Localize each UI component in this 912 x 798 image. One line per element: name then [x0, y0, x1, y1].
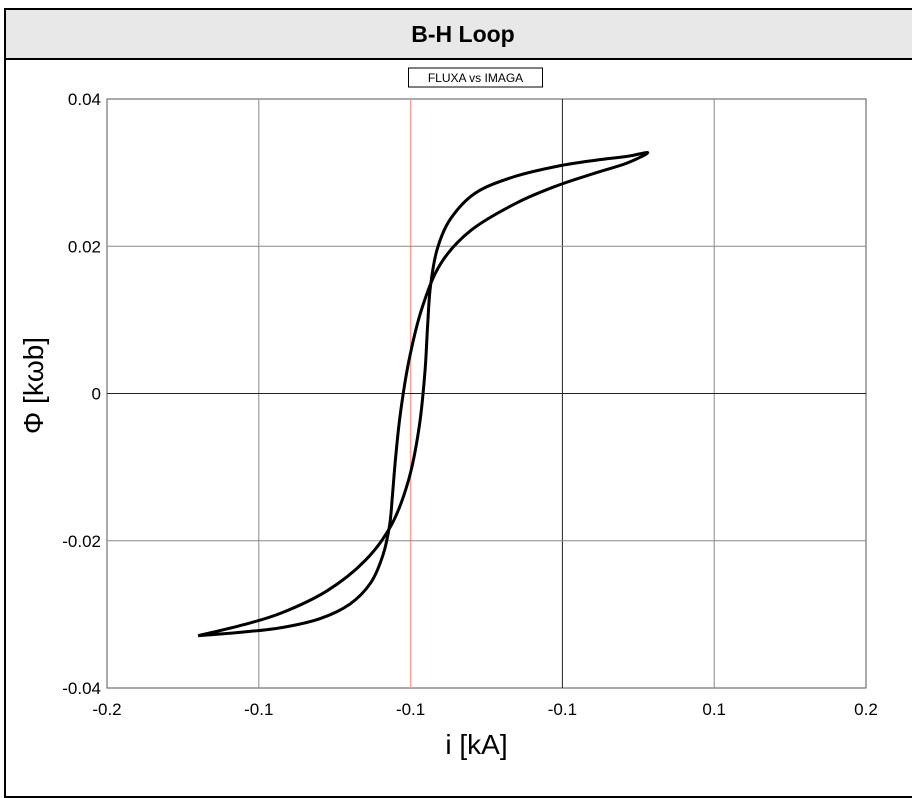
legend-box — [408, 67, 543, 88]
y-tick-label: 0.04 — [68, 90, 101, 109]
chart-canvas: -0.2 -0.1 -0.1 -0.1 0.1 0.2 0.04 0.02 0 -0.02 -0.0… — [18, 67, 878, 760]
x-tick-label: -0.1 — [244, 700, 273, 719]
x-axis-title: i [kA] — [445, 729, 507, 760]
x-tick-label: 0.2 — [854, 700, 878, 719]
x-tick-label: -0.2 — [92, 700, 121, 719]
x-tick-label: -0.1 — [396, 700, 425, 719]
y-tick-label: -0.04 — [62, 679, 101, 698]
chart-title: B-H Loop — [6, 10, 912, 60]
x-tick-label: 0.1 — [702, 700, 726, 719]
legend-label: FLUXA vs IMAGA — [428, 71, 523, 85]
series-line — [197, 151, 650, 638]
x-tick-label: -0.1 — [548, 700, 577, 719]
y-axis-title: Φ [kωb] — [18, 337, 49, 434]
y-tick-label: 0.02 — [68, 237, 101, 256]
y-tick-label: -0.02 — [62, 532, 101, 551]
y-tick-label: 0 — [92, 385, 101, 404]
